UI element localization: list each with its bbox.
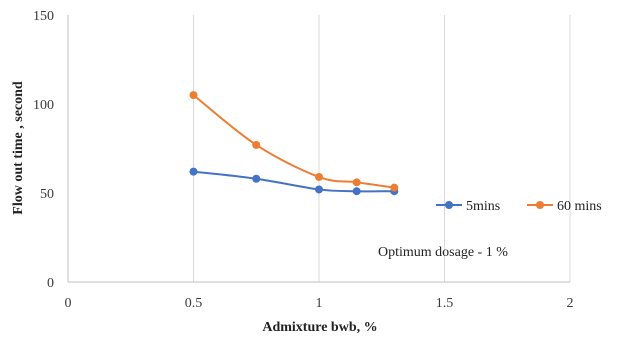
x-tick-label: 0.5 xyxy=(185,296,203,311)
series-line-60-mins xyxy=(192,94,395,189)
data-point xyxy=(252,140,261,149)
series-line-5mins xyxy=(193,170,395,193)
x-axis-title: Admixture bwb, % xyxy=(262,320,377,335)
optimum-dosage-annotation: Optimum dosage - 1 % xyxy=(378,245,508,260)
axes: 0 0.5 1 1.5 2 0 50 100 150 xyxy=(33,9,574,311)
y-axis-title: Flow out time , second xyxy=(11,81,26,215)
y-tick-label: 50 xyxy=(40,187,54,202)
data-point xyxy=(189,167,198,176)
data-point xyxy=(315,172,323,181)
x-tick-label: 0 xyxy=(65,296,72,311)
legend-marker xyxy=(536,201,544,209)
legend-marker xyxy=(445,201,453,209)
data-point xyxy=(252,174,261,183)
data-point xyxy=(352,178,361,187)
x-tick-label: 2 xyxy=(567,296,574,311)
data-point xyxy=(315,185,323,194)
data-point xyxy=(352,187,361,196)
legend: 5mins 60 mins xyxy=(436,199,602,214)
x-tick-label: 1 xyxy=(316,296,323,311)
grid-lines xyxy=(67,15,571,282)
y-tick-label: 0 xyxy=(47,276,54,291)
y-tick-label: 100 xyxy=(33,98,54,113)
legend-label: 60 mins xyxy=(557,199,602,214)
data-point xyxy=(390,183,399,192)
y-tick-label: 150 xyxy=(33,9,54,24)
data-point xyxy=(189,91,198,100)
x-tick-label: 1.5 xyxy=(436,296,454,311)
series-group xyxy=(189,91,399,196)
legend-label: 5mins xyxy=(466,199,500,214)
